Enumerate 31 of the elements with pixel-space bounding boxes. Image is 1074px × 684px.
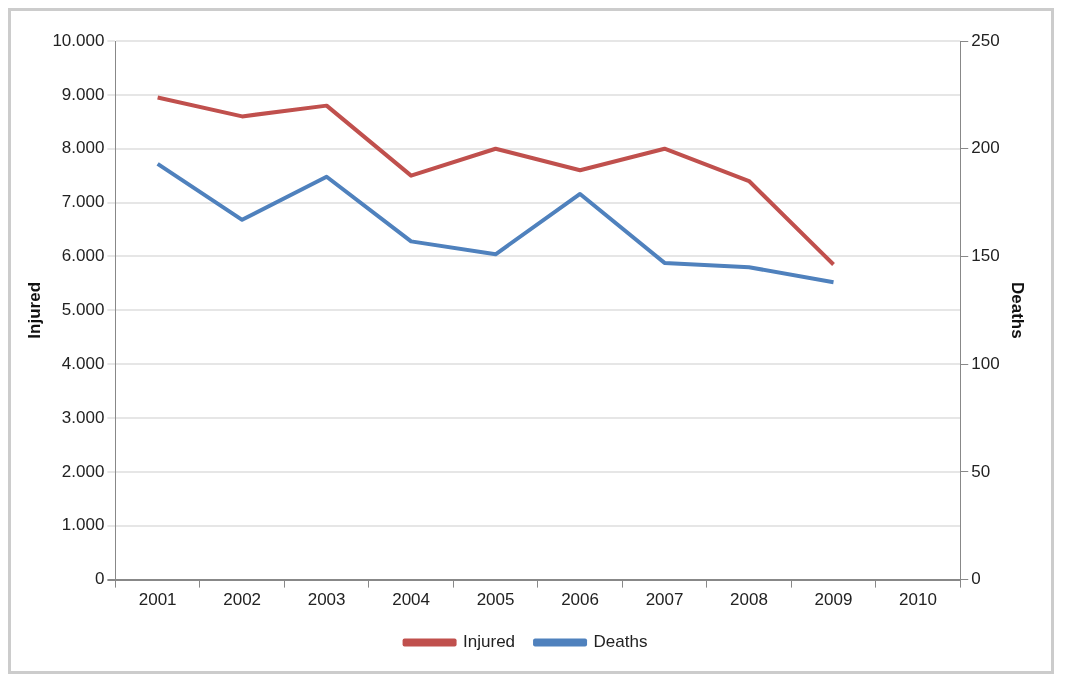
y-tick-label: 3.000 <box>61 407 105 427</box>
y-tick-label: 1.000 <box>61 515 105 535</box>
y-tick-label: 5.000 <box>61 299 105 319</box>
x-tick-label: 2009 <box>814 590 853 610</box>
y-tick-label: 7.000 <box>61 192 105 212</box>
y2-tick-label: 50 <box>971 461 991 481</box>
y2-tick-label: 100 <box>971 353 1000 373</box>
y-tick-label: 8.000 <box>61 138 105 158</box>
x-tick-label: 2006 <box>561 590 599 610</box>
x-tick-label: 2010 <box>899 590 937 610</box>
x-tick-label: 2004 <box>392 590 430 610</box>
x-tick-label: 2001 <box>138 590 177 610</box>
y-tick-label: 6.000 <box>61 246 105 266</box>
legend-label: Injured <box>463 632 516 652</box>
x-tick-label: 2002 <box>223 590 262 610</box>
legend-label: Deaths <box>593 632 648 652</box>
y2-tick-label: 250 <box>971 30 1000 50</box>
y-tick-label: 0 <box>94 569 105 589</box>
y2-tick-label: 200 <box>971 138 1000 158</box>
y-tick-label: 4.000 <box>61 353 105 373</box>
x-tick-label: 2008 <box>730 590 768 610</box>
y2-tick-label: 0 <box>971 569 981 589</box>
y-tick-label: 9.000 <box>61 84 105 104</box>
x-tick-label: 2005 <box>476 590 515 610</box>
y2-tick-label: 150 <box>971 246 1000 266</box>
y-tick-label: 10.000 <box>52 30 105 50</box>
y-tick-label: 2.000 <box>61 461 105 481</box>
y2-axis-title: Deaths <box>1008 281 1028 339</box>
x-tick-label: 2003 <box>307 590 346 610</box>
y-axis-title: Injured <box>24 281 44 339</box>
x-tick-label: 2007 <box>645 590 684 610</box>
